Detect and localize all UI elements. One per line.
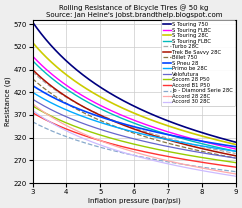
Y-axis label: Resistance (g): Resistance (g) <box>4 77 11 126</box>
Title: Rolling Resistance of Bicycle Tires @ 50 kg
Source: Jan Heine's jobst.brandthelp: Rolling Resistance of Bicycle Tires @ 50… <box>46 4 222 18</box>
Legend: S Touring 750, S Touring FLBC, S Touring 28C, S Touring FLBC, Turbo 28C, Trek Be: S Touring 750, S Touring FLBC, S Touring… <box>161 20 235 106</box>
X-axis label: Inflation pressure (bar/psi): Inflation pressure (bar/psi) <box>88 197 181 204</box>
